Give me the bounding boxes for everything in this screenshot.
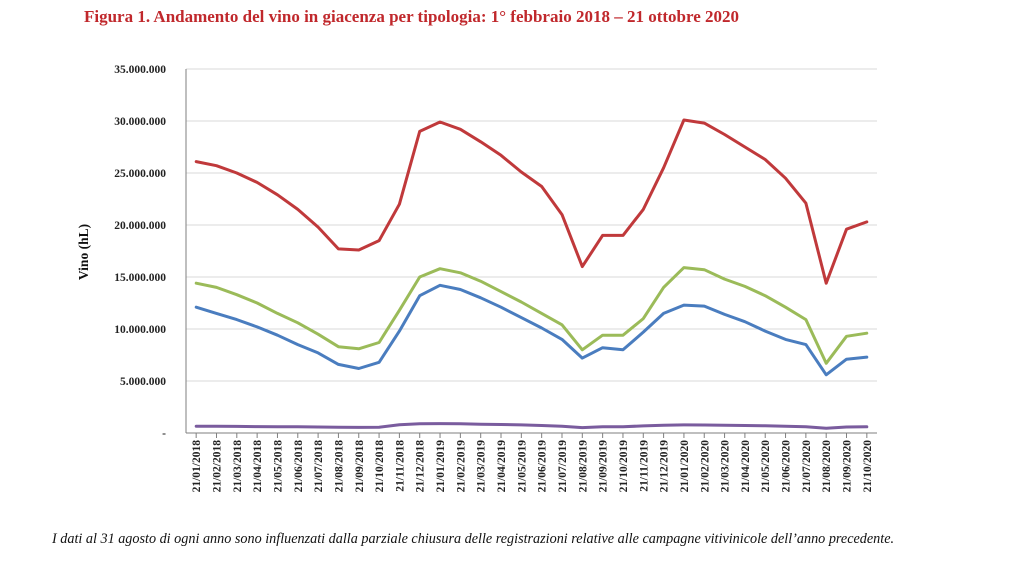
series-line-4 [194, 422, 869, 430]
x-tick-label: 21/09/2020 [842, 440, 854, 493]
footnote: I dati al 31 agosto di ogni anno sono in… [52, 531, 895, 547]
y-tick-label: 10.000.000 [114, 324, 166, 336]
grid-lines [186, 68, 877, 382]
x-tick-label: 21/06/2020 [781, 440, 793, 493]
axes [185, 69, 877, 438]
x-tick-label: 21/04/2020 [740, 440, 752, 493]
x-tick-label: 21/07/2018 [313, 440, 325, 493]
x-tick-label: 21/04/2019 [496, 440, 508, 493]
x-tick-label: 21/01/2018 [191, 440, 203, 493]
x-tick-label: 21/05/2018 [272, 440, 284, 493]
x-tick-label: 21/10/2018 [374, 440, 386, 493]
y-tick-label: 30.000.000 [114, 116, 166, 128]
series-line-3 [194, 283, 869, 377]
x-tick-label: 21/04/2018 [252, 440, 264, 493]
x-tick-label: 21/01/2020 [679, 440, 691, 493]
x-tick-label: 21/10/2019 [618, 440, 630, 493]
x-tick-label: 21/03/2019 [476, 440, 488, 493]
y-tick-label: - [162, 428, 166, 440]
x-tick-label: 21/06/2019 [537, 440, 549, 493]
chart-title: Figura 1. Andamento del vino in giacenza… [84, 7, 739, 26]
x-tick-label: 21/09/2018 [354, 440, 366, 493]
x-tick-labels: 21/01/2018 21/02/2018 21/03/2018 21/04/2018… [191, 440, 874, 493]
x-tick-label: 21/06/2018 [293, 440, 305, 493]
x-tick-label: 21/01/2019 [435, 440, 447, 493]
x-tick-label: 21/08/2018 [333, 440, 345, 493]
x-tick-label: 21/02/2018 [211, 440, 223, 493]
x-tick-label: 21/11/2018 [394, 440, 406, 492]
y-tick-labels: - 5.000.000 10.000.000 15.000.000 20.000.000… [114, 64, 166, 440]
x-tick-label: 21/12/2018 [415, 440, 427, 493]
x-tick-label: 21/08/2020 [821, 440, 833, 493]
x-tick-label: 21/02/2019 [455, 440, 467, 493]
x-tick-label: 21/07/2019 [557, 440, 569, 493]
x-tick-label: 21/02/2020 [699, 440, 711, 493]
x-tick-label: 21/11/2019 [638, 440, 650, 492]
y-tick-label: 25.000.000 [114, 168, 166, 180]
line-chart: - 5.000.000 10.000.000 15.000.000 20.000.000… [76, 64, 877, 493]
x-tick-label: 21/10/2020 [862, 440, 874, 493]
y-tick-label: 20.000.000 [114, 220, 166, 232]
y-tick-label: 5.000.000 [120, 376, 166, 388]
x-tick-label: 21/08/2019 [577, 440, 589, 493]
x-tick-label: 21/12/2019 [659, 440, 671, 493]
x-tick-label: 21/03/2018 [232, 440, 244, 493]
series-lines [194, 118, 869, 430]
y-tick-label: 15.000.000 [114, 272, 166, 284]
x-tick-label: 21/05/2020 [760, 440, 772, 493]
series-line-1 [194, 118, 869, 285]
x-tick-label: 21/05/2019 [516, 440, 528, 493]
y-tick-label: 35.000.000 [114, 64, 166, 76]
y-axis-label: Vino (hL) [76, 224, 91, 280]
x-tick-label: 21/07/2020 [801, 440, 813, 493]
x-tick-label: 21/03/2020 [720, 440, 732, 493]
x-tick-label: 21/09/2019 [598, 440, 610, 493]
series-line-2 [194, 266, 869, 365]
